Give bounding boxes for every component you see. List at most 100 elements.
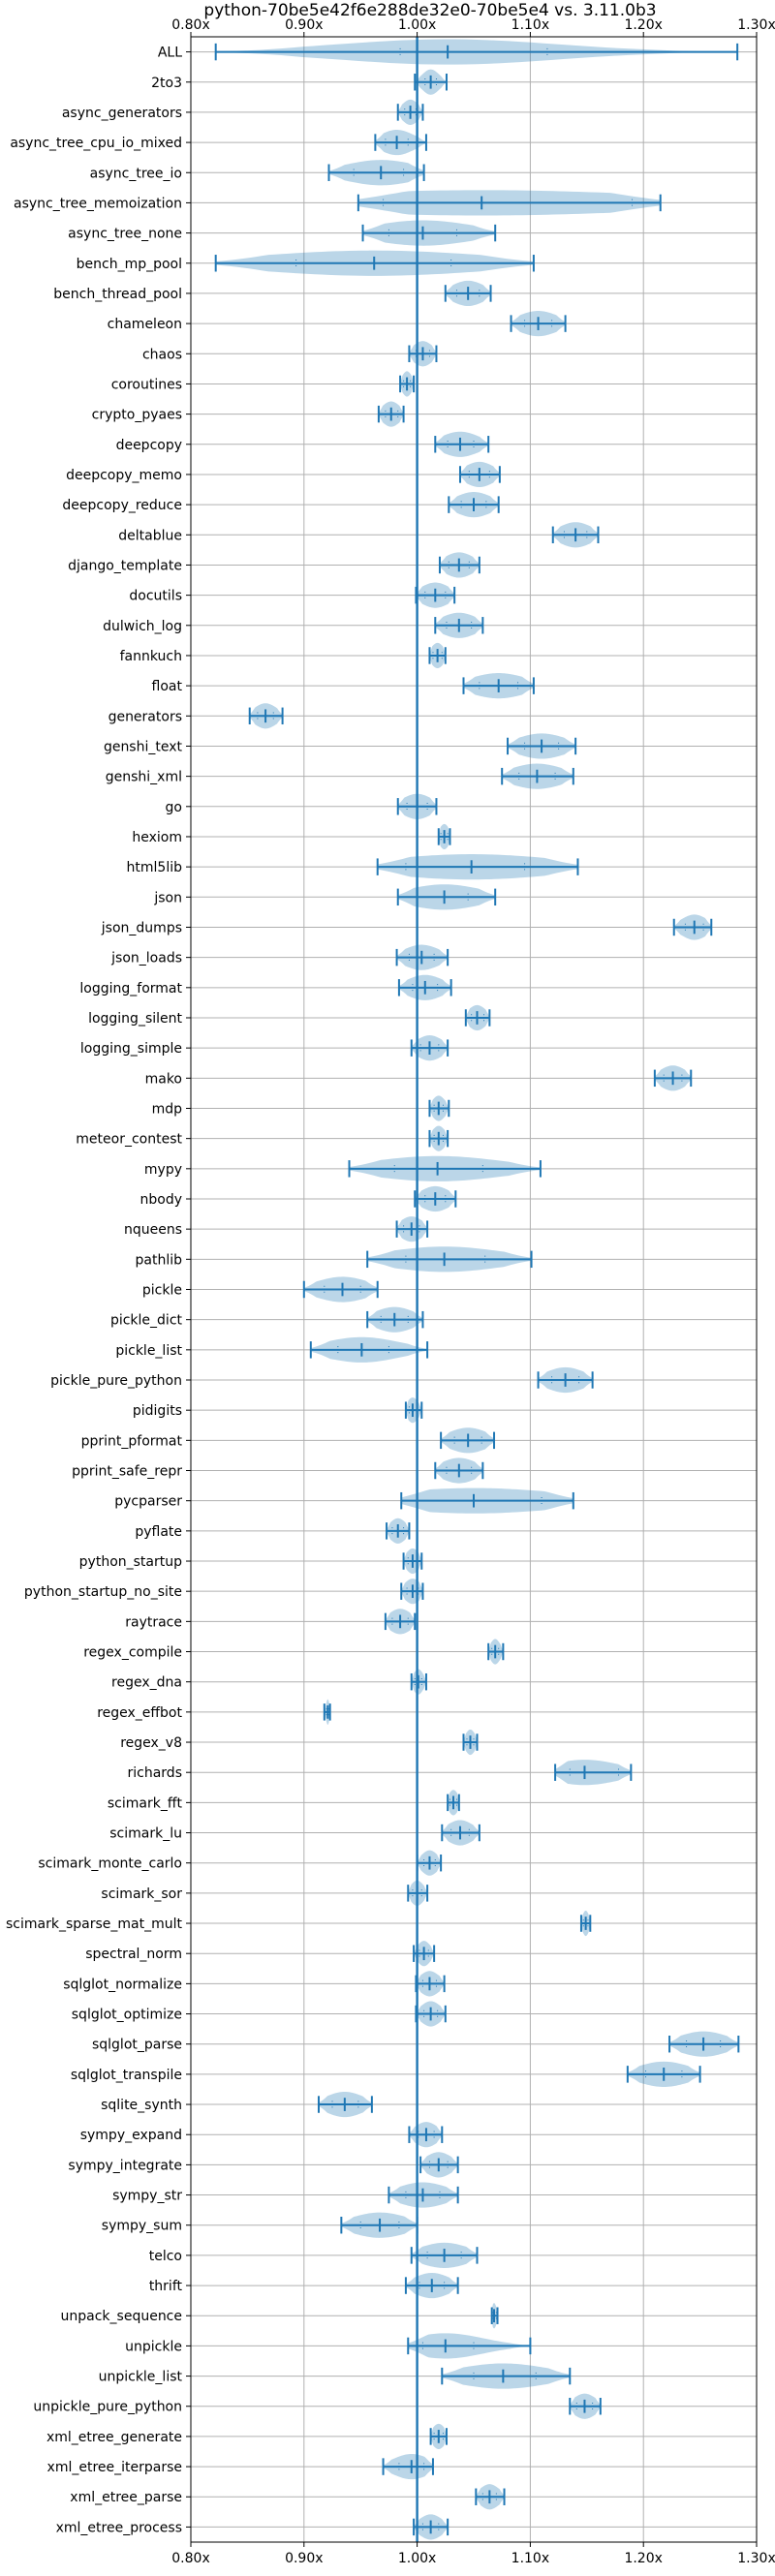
category-label: pycparser: [114, 1494, 182, 1510]
category-label: pathlib: [136, 1252, 183, 1268]
category-label: float: [152, 679, 183, 694]
category-label: pyflate: [135, 1524, 182, 1540]
category-label: bench_mp_pool: [77, 257, 182, 272]
category-label: mypy: [144, 1162, 182, 1178]
x-tick-label-top: 0.80x: [171, 17, 209, 33]
category-label: go: [166, 800, 182, 815]
category-label: regex_effbot: [97, 1705, 182, 1721]
category-label: json: [153, 890, 182, 905]
x-tick-label-top: 1.30x: [737, 17, 775, 33]
category-label: sqlite_synth: [101, 2098, 182, 2113]
category-label: sqlglot_parse: [92, 2038, 182, 2053]
violin-layer: [214, 39, 740, 2540]
grid-layer: [190, 37, 758, 2542]
category-label: thrift: [149, 2279, 183, 2294]
x-tick-label-bottom: 1.00x: [398, 2551, 436, 2566]
category-label: sqlglot_optimize: [72, 2008, 182, 2023]
category-label: xml_etree_iterparse: [47, 2460, 182, 2475]
category-label: unpickle_list: [99, 2370, 183, 2385]
category-label: async_tree_memoization: [14, 196, 182, 211]
category-label: genshi_xml: [106, 770, 182, 785]
category-label: ALL: [158, 46, 182, 61]
category-label: hexiom: [132, 830, 182, 845]
category-label: pickle_dict: [110, 1313, 183, 1329]
category-label: scimark_fft: [108, 1795, 183, 1811]
category-label: generators: [108, 709, 182, 724]
category-label: dulwich_log: [103, 619, 182, 634]
category-label: logging_simple: [80, 1041, 182, 1057]
category-label: xml_etree_generate: [46, 2430, 182, 2445]
category-label: sympy_sum: [102, 2219, 182, 2234]
category-label: async_tree_io: [90, 166, 182, 181]
category-label: async_tree_cpu_io_mixed: [10, 136, 182, 151]
x-tick-label-bottom: 0.90x: [285, 2551, 323, 2566]
x-tick-label-top: 1.10x: [512, 17, 549, 33]
category-label: spectral_norm: [85, 1947, 182, 1962]
category-label: json_loads: [110, 951, 182, 966]
category-label: fannkuch: [120, 649, 182, 664]
category-label: pprint_pformat: [81, 1433, 183, 1449]
category-label: raytrace: [125, 1614, 182, 1630]
category-label: sqlglot_transpile: [71, 2068, 182, 2083]
category-label: scimark_sparse_mat_mult: [6, 1917, 182, 1932]
category-label: mdp: [152, 1101, 183, 1117]
x-tick-label-bottom: 1.30x: [737, 2551, 775, 2566]
category-label: regex_dna: [111, 1675, 182, 1691]
category-label: scimark_sor: [101, 1886, 182, 1902]
category-label: python_startup: [79, 1554, 182, 1570]
category-label: meteor_contest: [76, 1132, 182, 1148]
category-label: django_template: [68, 558, 182, 573]
category-label: xml_etree_process: [56, 2520, 182, 2535]
category-label: coroutines: [111, 377, 182, 392]
category-label: pprint_safe_repr: [72, 1464, 182, 1480]
category-label: chaos: [142, 347, 182, 362]
category-label: pickle_pure_python: [50, 1373, 182, 1389]
category-label: json_dumps: [101, 920, 182, 935]
category-label: telco: [149, 2249, 182, 2264]
category-label: scimark_lu: [109, 1826, 182, 1842]
category-label: 2to3: [151, 76, 182, 91]
category-label: regex_compile: [83, 1645, 182, 1661]
x-tick-label-top: 0.90x: [285, 17, 323, 33]
category-label: pickle_list: [115, 1343, 182, 1359]
category-label: genshi_text: [104, 739, 183, 754]
category-label: sqlglot_normalize: [63, 1977, 182, 1992]
x-tick-label-bottom: 1.10x: [512, 2551, 549, 2566]
x-tick-label-bottom: 0.80x: [171, 2551, 209, 2566]
x-tick-label-bottom: 1.20x: [624, 2551, 662, 2566]
category-label: nbody: [140, 1192, 183, 1208]
category-label: regex_v8: [120, 1735, 182, 1751]
category-label: unpickle: [125, 2339, 182, 2354]
x-tick-label-top: 1.00x: [398, 17, 436, 33]
category-label: pickle: [142, 1283, 182, 1299]
category-label-layer: ALL 2to3 async_generators async_tree_cpu_io…: [6, 46, 182, 2536]
category-label: mako: [145, 1071, 182, 1087]
category-label: sympy_integrate: [68, 2158, 182, 2173]
category-label: unpickle_pure_python: [33, 2400, 182, 2415]
category-label: logging_silent: [88, 1011, 182, 1027]
category-label: pidigits: [133, 1403, 182, 1419]
category-label: chameleon: [108, 317, 182, 332]
category-label: bench_thread_pool: [53, 287, 182, 302]
category-label: crypto_pyaes: [92, 408, 182, 423]
category-label: html5lib: [127, 860, 183, 875]
category-label: deepcopy: [116, 438, 182, 453]
category-label: richards: [128, 1765, 183, 1781]
category-label: xml_etree_parse: [70, 2490, 182, 2505]
category-label: async_tree_none: [68, 227, 182, 242]
tick-layer: 0.80x 0.80x 0.90x 0.90x 1.00x 1.00x 1.10x 1.10x…: [171, 17, 775, 2566]
category-label: deepcopy_memo: [66, 468, 182, 483]
category-label: python_startup_no_site: [24, 1584, 182, 1600]
category-label: async_generators: [62, 106, 182, 121]
category-label: unpack_sequence: [61, 2309, 182, 2324]
category-label: sympy_expand: [80, 2128, 182, 2143]
category-label: logging_format: [79, 981, 182, 997]
category-label: sympy_str: [112, 2189, 182, 2204]
x-tick-label-top: 1.20x: [624, 17, 662, 33]
category-label: deltablue: [118, 528, 182, 543]
chart-title: python-70be5e42f6e288de32e0-70be5e4 vs. …: [203, 1, 656, 20]
category-label: docutils: [129, 589, 182, 604]
category-label: nqueens: [124, 1222, 182, 1238]
category-label: deepcopy_reduce: [62, 498, 182, 513]
